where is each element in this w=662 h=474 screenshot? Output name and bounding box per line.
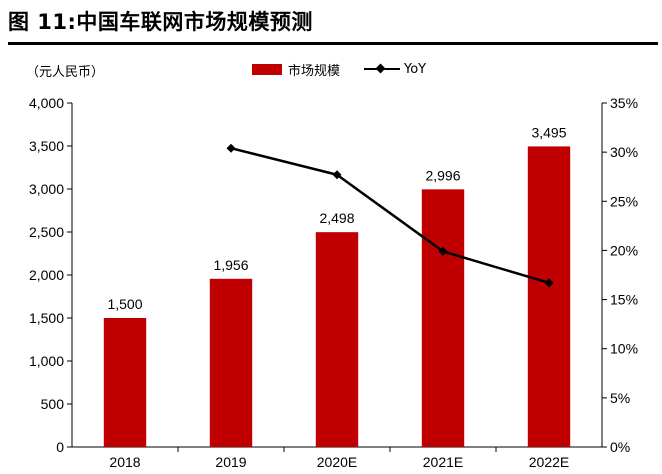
y-tick-right-label: 5% bbox=[610, 390, 630, 406]
legend: 市场规模 YoY bbox=[252, 59, 426, 79]
yoy-point bbox=[438, 246, 448, 256]
y-tick-left-label: 1,500 bbox=[29, 310, 64, 326]
y-tick-left-label: 2,000 bbox=[29, 267, 64, 283]
y-tick-left-label: 4,000 bbox=[29, 95, 64, 111]
y-tick-left-label: 500 bbox=[41, 396, 65, 412]
y-tick-right-label: 10% bbox=[610, 341, 638, 357]
x-tick-label: 2021E bbox=[423, 454, 463, 470]
y-tick-left-label: 1,000 bbox=[29, 353, 64, 369]
legend-bar-label: 市场规模 bbox=[288, 63, 341, 79]
yoy-point bbox=[332, 170, 342, 180]
y-tick-left-label: 0 bbox=[56, 439, 64, 455]
legend-line-swatch bbox=[364, 62, 401, 76]
x-tick-label: 2020E bbox=[317, 454, 357, 470]
x-tick-label: 2022E bbox=[529, 454, 569, 470]
chart-title: 图 11:中国车联网市场规模预测 bbox=[8, 10, 313, 34]
y-tick-right-label: 20% bbox=[610, 242, 638, 258]
bar-data-label: 2,498 bbox=[319, 210, 354, 226]
yoy-point bbox=[544, 278, 554, 288]
yoy-line bbox=[230, 146, 550, 285]
bar bbox=[315, 232, 359, 447]
title-rule bbox=[8, 42, 658, 45]
y-tick-left-label: 2,500 bbox=[29, 224, 64, 240]
y-tick-left-label: 3,500 bbox=[29, 138, 64, 154]
bar-data-label: 3,495 bbox=[531, 124, 566, 140]
y-tick-right-label: 30% bbox=[610, 144, 638, 160]
y-tick-right-label: 25% bbox=[610, 193, 638, 209]
y-tick-left-label: 3,000 bbox=[29, 181, 64, 197]
legend-bar-swatch bbox=[252, 63, 282, 75]
bar bbox=[527, 146, 571, 447]
y-tick-right-label: 35% bbox=[610, 95, 638, 111]
bar-data-label: 2,996 bbox=[425, 167, 460, 183]
y-tick-right-label: 15% bbox=[610, 292, 638, 308]
bar-data-label: 1,956 bbox=[213, 257, 248, 273]
bar bbox=[103, 318, 147, 447]
bar bbox=[421, 189, 465, 447]
y-tick-right-label: 0% bbox=[610, 439, 630, 455]
yoy-point bbox=[226, 143, 236, 153]
bar bbox=[209, 278, 253, 447]
unit-label: （元人民币） bbox=[26, 65, 105, 80]
legend-line-label: YoY bbox=[404, 61, 427, 77]
x-tick-label: 2019 bbox=[215, 454, 246, 470]
bar-data-label: 1,500 bbox=[107, 296, 142, 312]
x-tick-label: 2018 bbox=[109, 454, 140, 470]
